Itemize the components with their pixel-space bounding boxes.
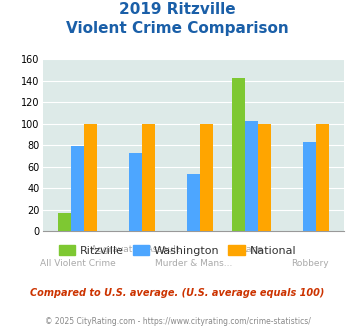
Text: All Violent Crime: All Violent Crime (39, 259, 115, 268)
Text: 2019 Ritzville: 2019 Ritzville (119, 2, 236, 16)
Bar (258, 124, 271, 231)
Bar (245, 120, 258, 231)
Bar (129, 153, 142, 231)
Text: Compared to U.S. average. (U.S. average equals 100): Compared to U.S. average. (U.S. average … (30, 288, 325, 298)
Bar (84, 124, 97, 231)
Text: Rape: Rape (240, 245, 263, 254)
Text: Robbery: Robbery (291, 259, 328, 268)
Bar (142, 124, 154, 231)
Legend: Ritzville, Washington, National: Ritzville, Washington, National (54, 241, 301, 260)
Text: Murder & Mans...: Murder & Mans... (155, 259, 232, 268)
Bar (71, 146, 84, 231)
Bar (303, 142, 316, 231)
Bar (58, 213, 71, 231)
Text: Violent Crime Comparison: Violent Crime Comparison (66, 21, 289, 36)
Text: Aggravated Assault: Aggravated Assault (91, 245, 180, 254)
Bar (200, 124, 213, 231)
Text: © 2025 CityRating.com - https://www.cityrating.com/crime-statistics/: © 2025 CityRating.com - https://www.city… (45, 317, 310, 326)
Bar (316, 124, 329, 231)
Bar (187, 174, 200, 231)
Bar (233, 78, 245, 231)
